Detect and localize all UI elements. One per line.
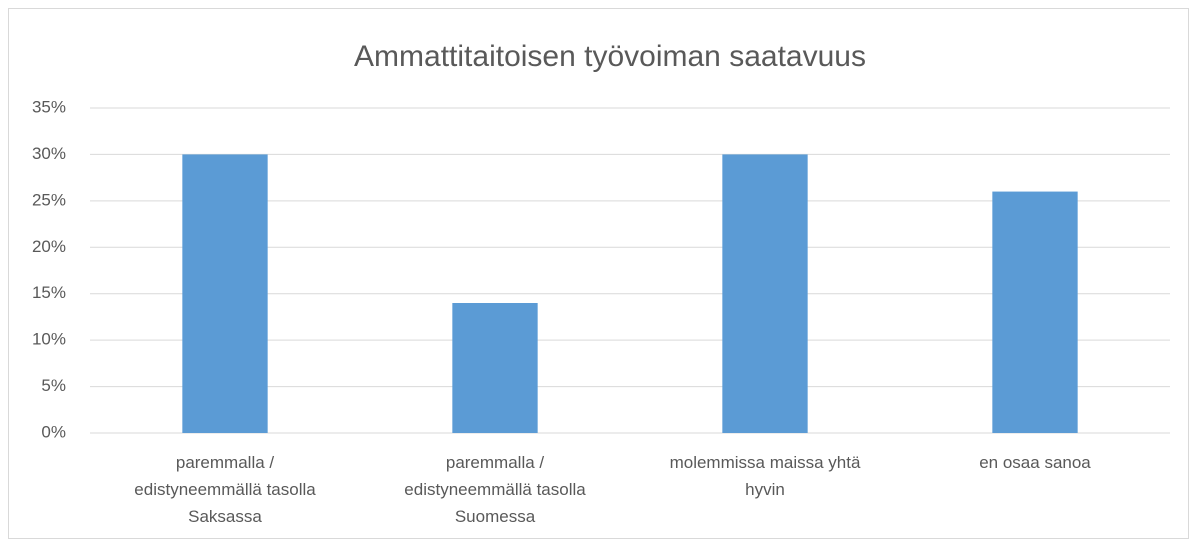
y-tick-label: 0% <box>41 422 66 441</box>
x-tick-label: paremmalla / edistyneemmällä tasolla Sak… <box>134 453 316 526</box>
x-tick-label: paremmalla / edistyneemmällä tasolla Suo… <box>404 453 586 526</box>
y-tick-label: 25% <box>32 190 66 209</box>
y-tick-label: 30% <box>32 144 66 163</box>
bar <box>992 191 1078 433</box>
y-tick-label: 20% <box>32 237 66 256</box>
bar <box>722 154 808 433</box>
chart-title: Ammattitaitoisen työvoiman saatavuus <box>354 40 866 73</box>
y-tick-label: 15% <box>32 283 66 302</box>
x-tick-label: molemmissa maissa yhtä hyvin <box>669 453 861 499</box>
bar <box>182 154 268 433</box>
y-tick-label: 35% <box>32 97 66 116</box>
x-tick-label: en osaa sanoa <box>979 453 1091 472</box>
y-tick-label: 10% <box>32 330 66 349</box>
y-tick-label: 5% <box>41 376 66 395</box>
bar <box>452 303 538 433</box>
